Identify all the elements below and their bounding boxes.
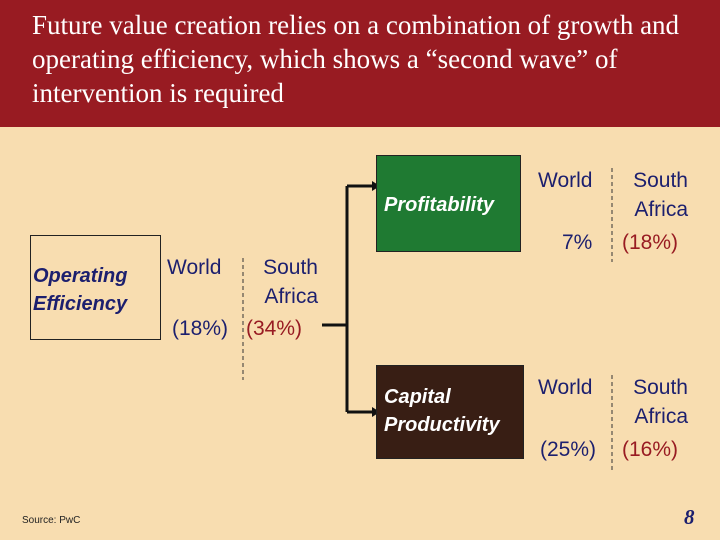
profitability-label: Profitability bbox=[384, 194, 495, 216]
operating-efficiency-box: Operating Efficiency bbox=[30, 235, 161, 340]
slide-title: Future value creation relies on a combin… bbox=[32, 10, 680, 108]
cap-sa-header-2: Africa bbox=[634, 405, 688, 428]
operating-efficiency-label-2: Efficiency bbox=[33, 293, 128, 315]
op-world-header: World bbox=[167, 256, 222, 279]
cap-world-value: (25%) bbox=[540, 438, 597, 461]
prof-sa-header-2: Africa bbox=[634, 198, 688, 221]
cap-sa-value: (16%) bbox=[622, 438, 679, 461]
title-banner: Future value creation relies on a combin… bbox=[0, 0, 720, 127]
page-number: 8 bbox=[684, 505, 695, 529]
capital-label-2: Productivity bbox=[384, 414, 500, 436]
cap-world-header: World bbox=[538, 376, 593, 399]
op-sa-value: (34%) bbox=[246, 317, 303, 340]
op-world-value: (18%) bbox=[172, 317, 229, 340]
prof-sa-header-1: South bbox=[633, 169, 688, 192]
op-sa-header-1: South bbox=[263, 256, 318, 279]
source-note: Source: PwC bbox=[22, 515, 81, 526]
prof-world-header: World bbox=[538, 169, 593, 192]
op-sa-header-2: Africa bbox=[264, 285, 318, 308]
capital-label-1: Capital bbox=[384, 386, 451, 408]
cap-sa-header-1: South bbox=[633, 376, 688, 399]
profitability-box: Profitability bbox=[376, 155, 521, 252]
operating-efficiency-label-1: Operating bbox=[33, 265, 128, 287]
capital-productivity-box: Capital Productivity bbox=[376, 365, 524, 459]
prof-world-value: 7% bbox=[562, 231, 593, 254]
prof-sa-value: (18%) bbox=[622, 231, 679, 254]
